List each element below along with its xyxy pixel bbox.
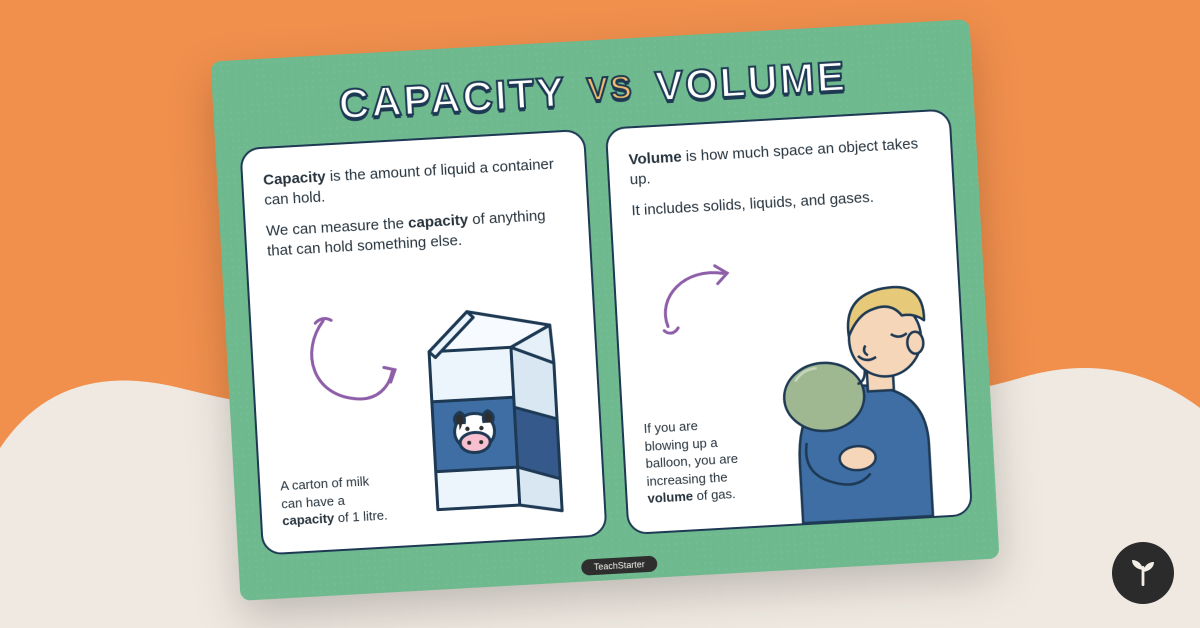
milk-carton-icon [400, 284, 583, 523]
capacity-arrow-icon [293, 306, 410, 432]
volume-line2: It includes solids, liquids, and gases. [631, 184, 934, 221]
person-balloon-icon [738, 245, 963, 526]
title-volume: VOLUME [654, 52, 848, 110]
volume-panel: Volume is how much space an object takes… [605, 108, 973, 535]
title-vs: VS [586, 69, 635, 108]
brand-logo [1112, 542, 1174, 604]
volume-caption: If you are blowing up a balloon, you are… [643, 415, 744, 508]
title-capacity: CAPACITY [338, 68, 567, 128]
capacity-caption: A carton of milk can have a capacity of … [280, 472, 393, 531]
capacity-definition: Capacity is the amount of liquid a conta… [263, 154, 567, 211]
capacity-panel: Capacity is the amount of liquid a conta… [239, 129, 607, 556]
volume-arrow-icon [644, 252, 749, 347]
volume-definition: Volume is how much space an object takes… [628, 134, 932, 191]
poster: CAPACITY VS VOLUME Capacity is the amoun… [211, 19, 1000, 601]
sprout-icon [1126, 556, 1160, 590]
capacity-line2: We can measure the capacity of anything … [266, 204, 570, 261]
